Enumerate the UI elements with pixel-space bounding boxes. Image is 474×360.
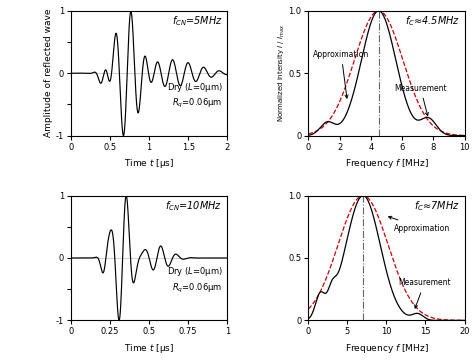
Text: $f_C$≈7MHz: $f_C$≈7MHz (414, 199, 460, 213)
Text: Dry ($L$=0μm)
$R_q$=0.06μm: Dry ($L$=0μm) $R_q$=0.06μm (167, 81, 222, 110)
X-axis label: Time $t$ [μs]: Time $t$ [μs] (124, 342, 174, 355)
Text: Dry ($L$=0μm)
$R_q$=0.06μm: Dry ($L$=0μm) $R_q$=0.06μm (167, 265, 222, 295)
Text: $f_C$≈4.5MHz: $f_C$≈4.5MHz (405, 14, 460, 28)
Text: Measurement: Measurement (398, 278, 451, 308)
Text: Approximation: Approximation (389, 216, 450, 233)
Text: Approximation: Approximation (313, 50, 369, 98)
X-axis label: Frequency $f$ [MHz]: Frequency $f$ [MHz] (345, 342, 428, 355)
Text: Measurement: Measurement (394, 84, 447, 116)
Text: $f_{CN}$=10MHz: $f_{CN}$=10MHz (165, 199, 222, 213)
Text: $f_{CN}$=5MHz: $f_{CN}$=5MHz (172, 14, 222, 28)
Y-axis label: Normalized intensity $I$ / $I_{max}$: Normalized intensity $I$ / $I_{max}$ (277, 24, 287, 122)
X-axis label: Frequency $f$ [MHz]: Frequency $f$ [MHz] (345, 157, 428, 170)
X-axis label: Time $t$ [μs]: Time $t$ [μs] (124, 157, 174, 170)
Y-axis label: Amplitude of reflected wave: Amplitude of reflected wave (44, 9, 53, 138)
